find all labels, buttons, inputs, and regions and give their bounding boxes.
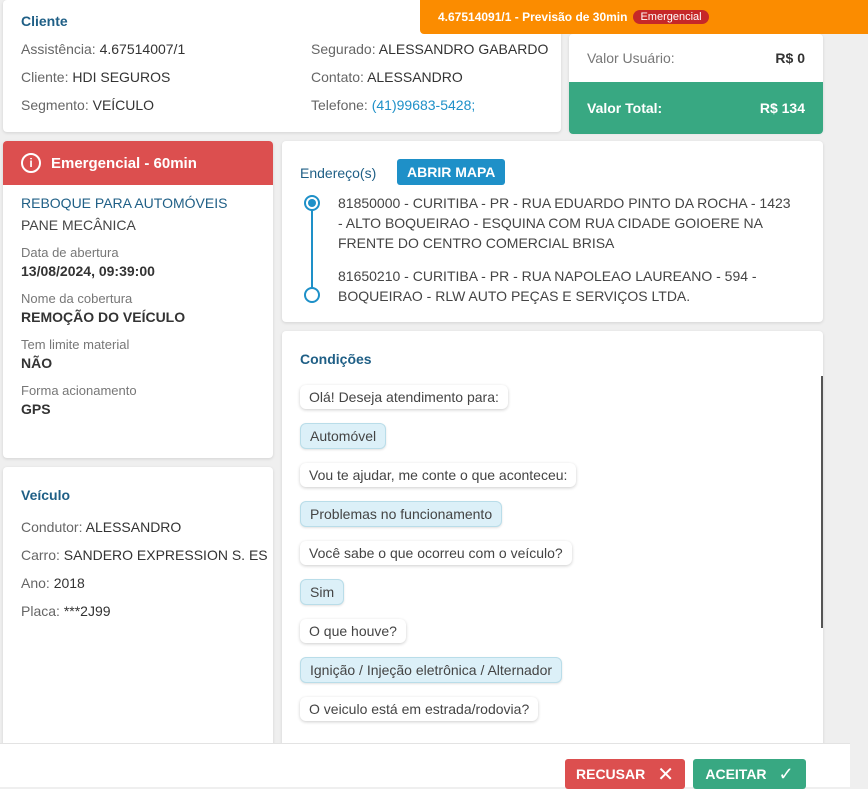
- field-label: Data de abertura: [21, 245, 119, 260]
- cliente-title: Cliente: [21, 13, 68, 29]
- enderecos-card: Endereço(s) ABRIR MAPA 81850000 - CURITI…: [282, 141, 823, 322]
- destination-marker-icon: [304, 287, 320, 303]
- answer-bubble: Problemas no funcionamento: [300, 501, 503, 527]
- address-origin: 81850000 - CURITIBA - PR - RUA EDUARDO P…: [338, 195, 791, 251]
- answer-bubble: Ignição / Injeção eletrônica / Alternado…: [300, 657, 563, 683]
- servico-tipo: REBOQUE PARA AUTOMÓVEIS: [21, 195, 228, 211]
- service-banner: 4.67514091/1 - Previsão de 30min Emergenc…: [420, 0, 868, 34]
- aceitar-button[interactable]: ACEITAR ✓: [693, 759, 806, 789]
- assistencia: Assistência: 4.67514007/1: [21, 41, 186, 57]
- veiculo-card: Veículo Condutor: ALESSANDRO Carro: SAND…: [3, 467, 273, 767]
- answer-bubble: Sim: [300, 579, 345, 605]
- telefone: Telefone: (41)99683-5428;: [311, 97, 476, 113]
- emergencial-header: i Emergencial - 60min: [3, 141, 273, 185]
- condicoes-title: Condições: [300, 351, 372, 367]
- emergencial-badge: Emergencial: [633, 10, 709, 24]
- segurado: Segurado: ALESSANDRO GABARDO: [311, 41, 549, 57]
- valores-card: Valor Usuário: R$ 0 Valor Total: R$ 134: [569, 34, 823, 134]
- servico-card: i Emergencial - 60min REBOQUE PARA AUTOMÓ…: [3, 141, 273, 458]
- recusar-button[interactable]: RECUSAR ✕: [565, 759, 685, 789]
- field-label: Forma acionamento: [21, 383, 137, 398]
- question-bubble: O veiculo está em estrada/rodovia?: [300, 697, 539, 721]
- contato: Contato: ALESSANDRO: [311, 69, 463, 85]
- carro: Carro: SANDERO EXPRESSION S. ES: [21, 547, 268, 563]
- question-bubble: Vou te ajudar, me conte o que aconteceu:: [300, 463, 577, 487]
- footer-bar: RECUSAR ✕ ACEITAR ✓: [0, 743, 850, 789]
- route-line: [311, 209, 313, 289]
- scrollbar[interactable]: [821, 376, 823, 628]
- question-bubble: Olá! Deseja atendimento para:: [300, 385, 508, 409]
- ano: Ano: 2018: [21, 575, 85, 591]
- segmento: Segmento: VEÍCULO: [21, 97, 155, 113]
- question-bubble: Você sabe o que ocorreu com o veículo?: [300, 541, 572, 565]
- close-icon: ✕: [657, 763, 674, 786]
- field-value: GPS: [21, 401, 51, 417]
- field-value: NÃO: [21, 355, 53, 371]
- info-icon: i: [21, 153, 41, 173]
- valor-usuario: Valor Usuário: R$ 0: [587, 50, 805, 66]
- placa: Placa: ***2J99: [21, 603, 111, 619]
- condicoes-card: Condições Olá! Deseja atendimento para: A…: [282, 331, 823, 771]
- abrir-mapa-button[interactable]: ABRIR MAPA: [397, 159, 506, 185]
- cliente-name: Cliente: HDI SEGUROS: [21, 69, 171, 85]
- field-value: 13/08/2024, 09:39:00: [21, 263, 155, 279]
- address-destination: 81650210 - CURITIBA - PR - RUA NAPOLEAO …: [338, 268, 757, 304]
- valor-total: Valor Total: R$ 134: [569, 82, 823, 134]
- telefone-link[interactable]: (41)99683-5428;: [371, 97, 476, 113]
- field-label: Nome da cobertura: [21, 291, 133, 306]
- enderecos-title: Endereço(s): [300, 165, 377, 181]
- answer-bubble: Automóvel: [300, 423, 387, 449]
- condutor: Condutor: ALESSANDRO: [21, 519, 182, 535]
- origin-marker-icon: [304, 195, 320, 211]
- veiculo-title: Veículo: [21, 487, 71, 503]
- servico-motivo: PANE MECÂNICA: [21, 217, 136, 233]
- field-value: REMOÇÃO DO VEÍCULO: [21, 309, 186, 325]
- field-label: Tem limite material: [21, 337, 130, 352]
- chat-list: Olá! Deseja atendimento para: Automóvel Vo…: [300, 385, 800, 735]
- check-icon: ✓: [778, 763, 794, 784]
- question-bubble: O que houve?: [300, 619, 406, 643]
